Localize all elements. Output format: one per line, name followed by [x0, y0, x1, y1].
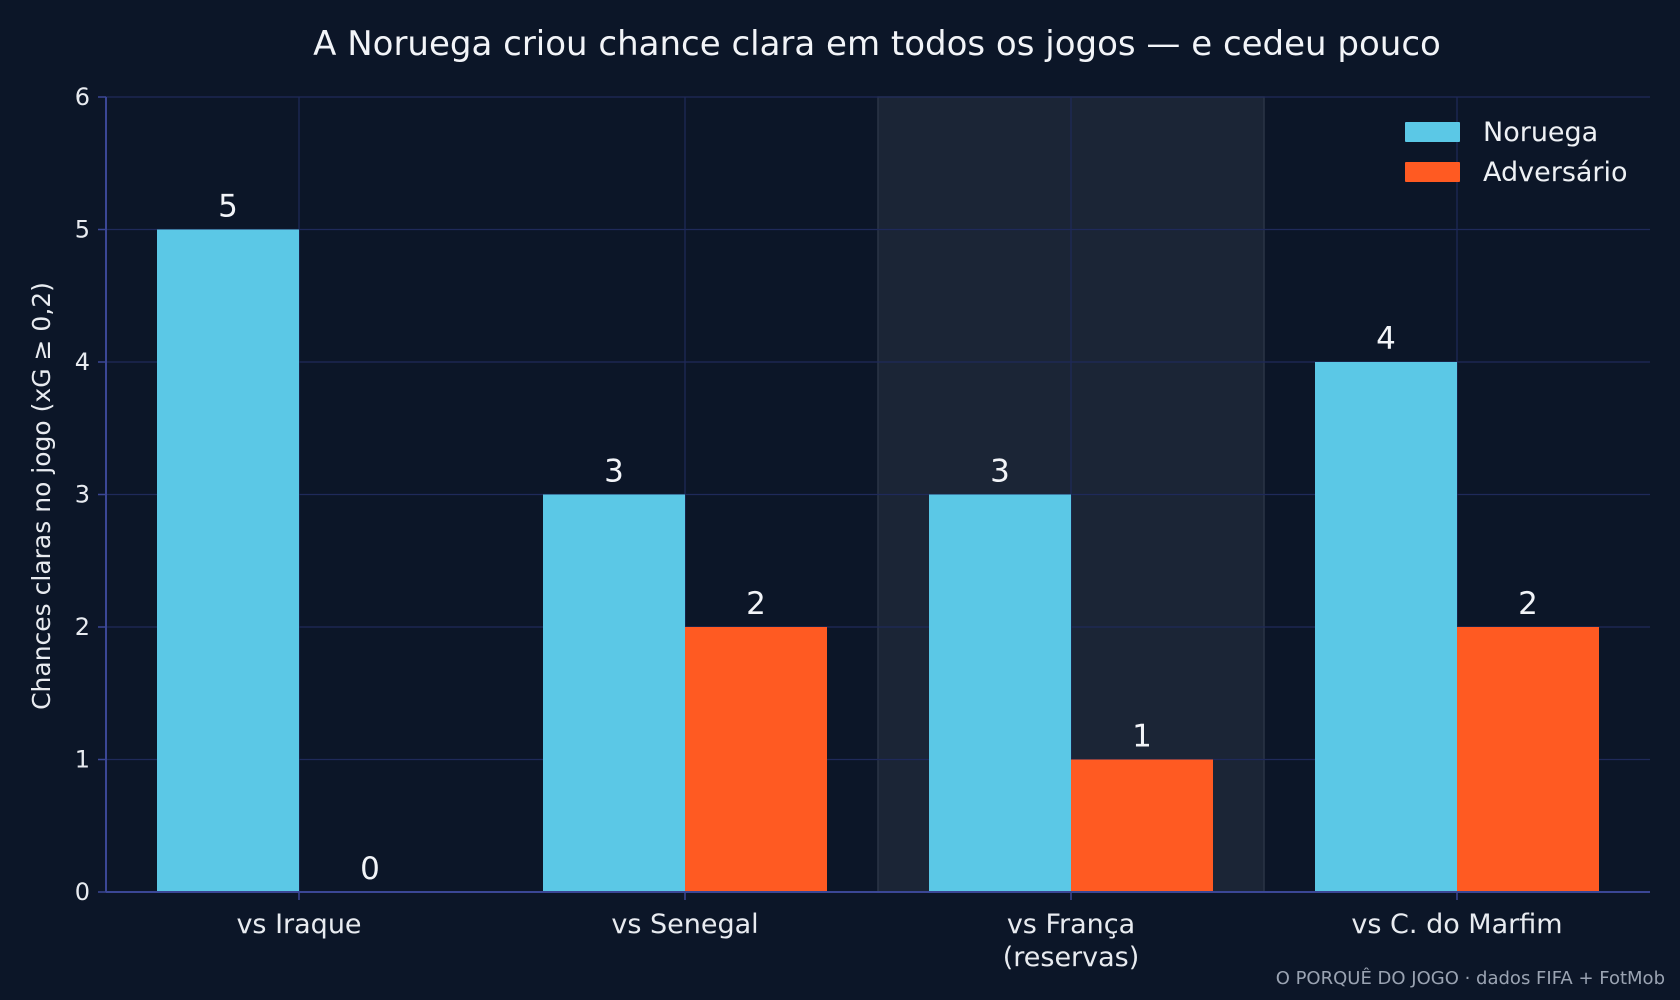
- x-tick-label-2-line-1: (reservas): [1003, 942, 1140, 973]
- bar-0-0: [157, 229, 299, 892]
- data-label-0-2: 3: [990, 454, 1010, 490]
- y-tick-label-2: 2: [75, 613, 90, 641]
- bars-layer: [157, 229, 1599, 892]
- bar-0-2: [929, 494, 1071, 892]
- y-tick-label-3: 3: [75, 481, 90, 509]
- legend-swatch-noruega: [1405, 122, 1460, 142]
- legend-label-adversario: Adversário: [1483, 157, 1628, 188]
- data-label-0-0: 5: [218, 189, 238, 225]
- x-tick-label-1: vs Senegal: [611, 909, 758, 940]
- chart-title: A Noruega criou chance clara em todos os…: [313, 24, 1441, 64]
- bar-1-2: [1071, 759, 1213, 892]
- legend-swatch-adversario: [1405, 162, 1460, 182]
- y-tick-label-6: 6: [75, 83, 90, 111]
- bar-1-3: [1457, 627, 1599, 892]
- data-label-1-3: 2: [1518, 586, 1538, 622]
- y-tick-label-4: 4: [75, 348, 90, 376]
- y-tick-label-5: 5: [75, 216, 90, 244]
- data-label-1-0: 0: [360, 851, 380, 887]
- legend-label-noruega: Noruega: [1483, 117, 1598, 148]
- data-label-0-1: 3: [604, 454, 624, 490]
- x-tick-label-2: vs França: [1007, 909, 1135, 940]
- y-axis-label: Chances claras no jogo (xG ≥ 0,2): [27, 282, 56, 710]
- bar-1-1: [685, 627, 827, 892]
- data-label-0-3: 4: [1376, 321, 1396, 357]
- legend: Noruega Adversário: [1405, 117, 1628, 188]
- x-tick-label-0: vs Iraque: [236, 909, 361, 940]
- source-note: O PORQUÊ DO JOGO · dados FIFA + FotMob: [1276, 967, 1665, 989]
- bar-0-1: [543, 494, 685, 892]
- x-tick-label-3: vs C. do Marfim: [1351, 909, 1562, 940]
- y-tick-label-1: 1: [75, 746, 90, 774]
- bar-0-3: [1315, 362, 1457, 892]
- data-label-1-1: 2: [746, 586, 766, 622]
- data-label-1-2: 1: [1132, 719, 1152, 755]
- y-tick-label-0: 0: [75, 878, 90, 906]
- labels-layer: 0 1 2 3 4 5 6 5 3 3 4 0 2 1 2 vs Iraque vs Senegal vs Fra…: [75, 83, 1563, 973]
- axes-layer: [98, 96, 1650, 900]
